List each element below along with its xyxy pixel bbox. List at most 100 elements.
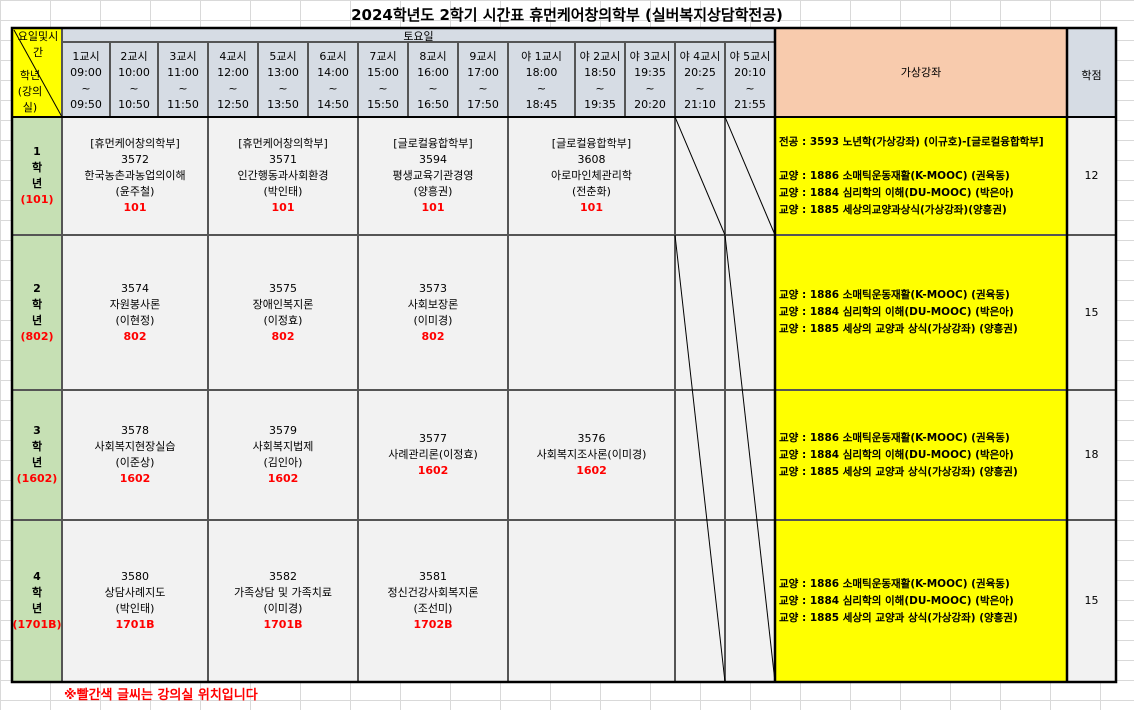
cell-text: 장애인복지론 bbox=[252, 297, 314, 311]
cell-text: 13:00 bbox=[267, 66, 299, 79]
cell-text: 17:50 bbox=[467, 98, 499, 111]
cell-text: (전춘화) bbox=[572, 185, 611, 198]
empty-slot bbox=[725, 235, 775, 390]
grade-cell-3: 3 학 년 (1602) bbox=[12, 390, 62, 520]
cell-text: (박인태) bbox=[115, 602, 155, 615]
virtual-course-header: 가상강좌 bbox=[775, 28, 1067, 117]
course-cell[interactable]: 3577 사례관리론(이정효) 1602 bbox=[358, 390, 508, 520]
cell-text: (이준상) bbox=[115, 456, 155, 469]
cell-text: (1701B) bbox=[12, 618, 62, 631]
cell-text: 1교시 bbox=[72, 50, 100, 63]
period-header-3: 3교시 11:00 ~11:50 bbox=[158, 42, 208, 117]
cell-text: 3교시 bbox=[169, 50, 197, 63]
cell-text: (101) bbox=[20, 193, 54, 206]
virtual-course-cell: 교양 : 1886 소매틱운동재활(K-MOOC) (권육동) 교양 : 1884… bbox=[775, 520, 1067, 682]
cell-text: (김인아) bbox=[263, 456, 303, 469]
course-cell[interactable]: 3574 자원봉사론 (이현정) 802 bbox=[62, 235, 208, 390]
cell-text: 4 bbox=[33, 570, 41, 583]
credits-cell: 15 bbox=[1067, 520, 1116, 682]
course-cell[interactable]: 3581 정신건강사회복지론 (조선미) 1702B bbox=[358, 520, 508, 682]
cell-text: 15 bbox=[1084, 305, 1099, 319]
course-cell[interactable]: 3580 상담사례지도 (박인태) 1701B bbox=[62, 520, 208, 682]
cell-text: 12:00 bbox=[217, 66, 249, 79]
grade-cell-2: 2 학 년 (802) bbox=[12, 235, 62, 390]
cell-text: 3572 bbox=[121, 153, 149, 166]
cell-text: 11:00 bbox=[167, 66, 199, 79]
cell-text: 101 bbox=[271, 201, 295, 214]
course-cell[interactable]: [휴먼케어창의학부] 3572 한국농촌과농업의이해 (윤주철) 101 bbox=[62, 117, 208, 235]
course-cell[interactable]: 3576 사회복지조사론(이미경) 1602 bbox=[508, 390, 675, 520]
cell-text: 7교시 bbox=[369, 50, 397, 63]
virtual-course-line: 교양 : 1885 세상의 교양과 상식(가상강좌) (양흥권) bbox=[779, 323, 1018, 335]
cell-text: 년 bbox=[31, 602, 43, 615]
cell-text: 3575 bbox=[269, 281, 297, 295]
empty-slot bbox=[675, 520, 725, 682]
cell-text: ~ bbox=[645, 82, 655, 95]
course-cell[interactable]: [글로컬융합학부] 3608 아로마인체관리학 (전춘화) 101 bbox=[508, 117, 675, 235]
cell-text: 야 2교시 bbox=[579, 50, 621, 63]
cell-text: 6교시 bbox=[319, 50, 347, 63]
cell-text: 101 bbox=[421, 201, 445, 214]
period-header-4: 4교시 12:00 ~12:50 bbox=[208, 42, 258, 117]
course-cell[interactable]: 3582 가족상담 및 가족치료 (이미경) 1701B bbox=[208, 520, 358, 682]
cell-text: (802) bbox=[20, 329, 54, 343]
cell-text: ~ bbox=[328, 82, 338, 95]
cell-text: 가상강좌 bbox=[900, 65, 942, 79]
cell-text: 학 bbox=[31, 161, 43, 174]
virtual-course-line: 교양 : 1886 소매틱운동재활(K-MOOC) (권육동) bbox=[779, 289, 1010, 301]
cell-text: 사회복지법제 bbox=[252, 440, 314, 453]
course-cell[interactable]: 3578 사회복지현장실습 (이준상) 1602 bbox=[62, 390, 208, 520]
room-color-note: ※빨간색 글씨는 강의실 위치입니다 bbox=[64, 688, 258, 703]
cell-text: 2교시 bbox=[120, 50, 148, 63]
cell-text: ~ bbox=[595, 82, 605, 95]
virtual-course-line: 교양 : 1885 세상의 교양과 상식(가상강좌) (양흥권) bbox=[779, 465, 1018, 478]
empty-slot bbox=[675, 390, 725, 520]
cell-text: 야 1교시 bbox=[521, 50, 562, 63]
cell-text: 21:10 bbox=[684, 98, 716, 111]
period-header-11: 야 2교시 18:50 ~19:35 bbox=[575, 42, 625, 117]
virtual-course-line: 교양 : 1885 세상의교양과상식(가상강좌)(양흥권) bbox=[779, 203, 1007, 216]
cell-text: 1701B bbox=[263, 618, 303, 631]
course-cell[interactable]: 3575 장애인복지론 (이정효) 802 bbox=[208, 235, 358, 390]
cell-text: 10:00 bbox=[118, 66, 150, 79]
cell-text: (이현정) bbox=[115, 313, 155, 327]
cell-text: 학 bbox=[31, 440, 43, 453]
cell-text: 18:50 bbox=[584, 66, 616, 79]
cell-text: 101 bbox=[123, 201, 147, 214]
cell-text: 3573 bbox=[419, 281, 447, 295]
cell-text: 15:00 bbox=[367, 66, 399, 79]
grade-cell-4: 4 학 년 (1701B) bbox=[12, 520, 62, 682]
cell-text: 학점 bbox=[1081, 68, 1102, 82]
virtual-course-line: 교양 : 1885 세상의 교양과 상식(가상강좌) (양흥권) bbox=[779, 611, 1018, 624]
cell-text: (이미경) bbox=[263, 602, 303, 615]
cell-text: 20:10 bbox=[734, 66, 766, 79]
cell-text: 아로마인체관리학 bbox=[551, 169, 632, 182]
empty-slot bbox=[675, 235, 725, 390]
cell-text: 14:50 bbox=[317, 98, 349, 111]
cell-text: 18 bbox=[1084, 448, 1099, 461]
cell-text: 3 bbox=[33, 424, 41, 437]
cell-text: 09:50 bbox=[70, 98, 102, 111]
period-header-9: 9교시 17:00 ~17:50 bbox=[458, 42, 508, 117]
cell-text: 자원봉사론 bbox=[109, 297, 161, 311]
cell-text: 평생교육기관경영 bbox=[392, 169, 474, 182]
cell-text: 802 bbox=[271, 329, 295, 343]
cell-text: 년 bbox=[31, 177, 43, 190]
cell-text: 1702B bbox=[413, 618, 453, 631]
period-header-7: 7교시 15:00 ~15:50 bbox=[358, 42, 408, 117]
course-cell[interactable]: 3579 사회복지법제 (김인아) 1602 bbox=[208, 390, 358, 520]
cell-text: 21:55 bbox=[734, 98, 766, 111]
course-cell[interactable]: [휴먼케어창의학부] 3571 인간행동과사회환경 (박인태) 101 bbox=[208, 117, 358, 235]
course-cell[interactable]: 3573 사회보장론 (이미경) 802 bbox=[358, 235, 508, 390]
cell-text: ~ bbox=[81, 82, 91, 95]
cell-text: [글로컬융합학부] bbox=[551, 137, 632, 150]
cell-text: 802 bbox=[421, 329, 445, 343]
cell-text: (이정효) bbox=[263, 313, 303, 327]
empty-slot bbox=[725, 390, 775, 520]
course-cell[interactable]: [글로컬융합학부] 3594 평생교육기관경영 (양흥권) 101 bbox=[358, 117, 508, 235]
cell-text: 12 bbox=[1084, 169, 1099, 182]
cell-text: 1701B bbox=[115, 618, 155, 631]
cell-text: 3594 bbox=[419, 153, 447, 166]
cell-text: 20:25 bbox=[684, 66, 716, 79]
cell-text: 3571 bbox=[269, 153, 297, 166]
